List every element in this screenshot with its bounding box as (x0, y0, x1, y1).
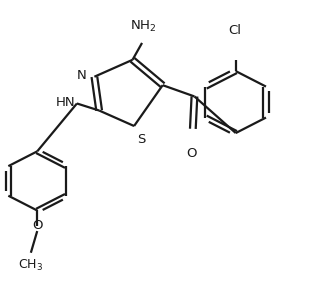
Text: S: S (137, 133, 145, 146)
Text: CH$_3$: CH$_3$ (18, 258, 43, 273)
Text: NH$_2$: NH$_2$ (130, 20, 157, 35)
Text: O: O (186, 147, 197, 160)
Text: N: N (77, 69, 86, 82)
Text: Cl: Cl (229, 24, 241, 37)
Text: HN: HN (56, 96, 75, 109)
Text: O: O (32, 220, 42, 232)
